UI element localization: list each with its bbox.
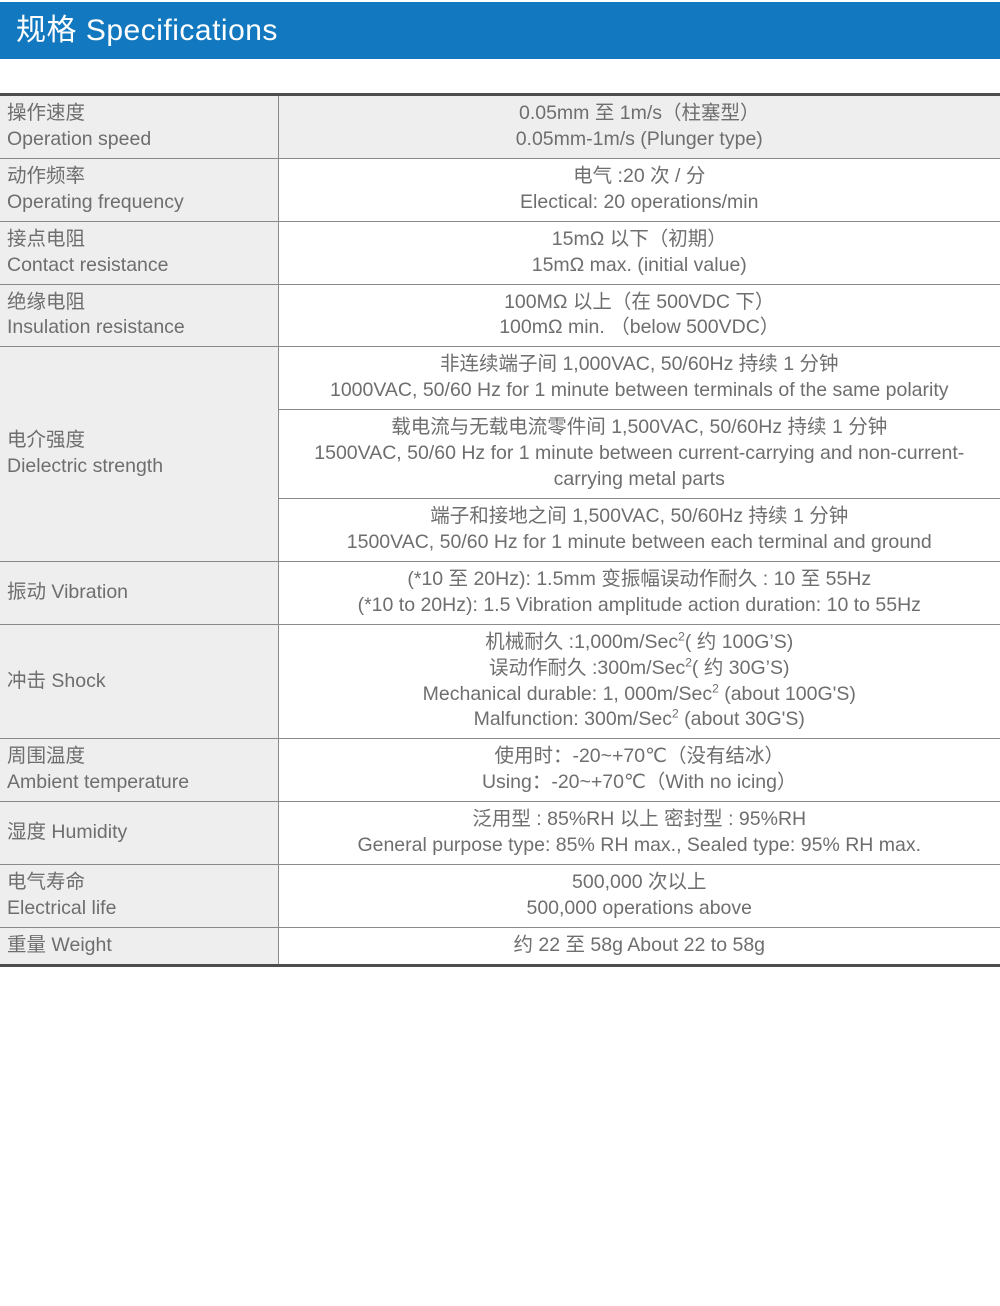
spec-label-cell: 湿度 Humidity	[0, 801, 279, 866]
value-line: 15mΩ 以下（初期）	[551, 227, 727, 250]
spec-label-cell: 重量 Weight	[0, 926, 279, 966]
table-row: 周围温度 Ambient temperature 使用时：-20~+70℃（没有结冰…	[0, 738, 1000, 803]
spec-value-cell: 15mΩ 以下（初期） 15mΩ max. (initial value)	[277, 220, 1000, 285]
value-line: 1500VAC, 50/60 Hz for 1 minute between c…	[314, 442, 965, 491]
spec-label-cn: 电气寿命	[7, 871, 86, 894]
value-line: (*10 to 20Hz): 1.5 Vibration amplitude a…	[357, 593, 921, 616]
spec-label-en: Contact resistance	[7, 253, 169, 276]
value-line: 误动作耐久 :300m/Sec2( 约 30G’S)	[489, 655, 790, 679]
table-row: 接点电阻 Contact resistance 15mΩ 以下（初期） 15mΩ ma…	[0, 220, 1000, 285]
spec-label-en: Insulation resistance	[7, 316, 185, 339]
value-line: 载电流与无载电流零件间 1,500VAC, 50/60Hz 持续 1 分钟	[391, 416, 888, 439]
table-row: 载电流与无载电流零件间 1,500VAC, 50/60Hz 持续 1 分钟 150…	[0, 409, 1000, 499]
spec-label-cn: 电介强度	[7, 429, 86, 452]
spec-label-en: Operation speed	[7, 127, 152, 150]
value-line: Mechanical durable: 1, 000m/Sec2 (about …	[422, 681, 856, 705]
spec-value-cell: 机械耐久 :1,000m/Sec2( 约 100G’S) 误动作耐久 :300m/…	[277, 623, 1000, 740]
value-line: 0.05mm 至 1m/s（柱塞型）	[518, 102, 760, 124]
spec-label-cn: 操作速度	[7, 102, 86, 124]
value-line: 机械耐久 :1,000m/Sec2( 约 100G’S)	[485, 629, 794, 653]
table-row: 电气寿命 Electrical life 500,000 次以上 500,000 op…	[0, 864, 1000, 928]
spec-label-cn: 绝缘电阻	[7, 290, 86, 313]
spec-label-en: 重量 Weight	[7, 933, 112, 956]
specifications-table: 操作速度 Operation speed 0.05mm 至 1m/s（柱塞型） 0.0…	[0, 93, 1000, 967]
specifications-header-bar: 规格 Specifications	[0, 2, 1000, 59]
value-line: Electical: 20 operations/min	[520, 190, 759, 213]
table-row: 电介强度 Dielectric strength 非连续端子间 1,000VAC, …	[0, 346, 1000, 562]
spec-value-cell: 100MΩ 以上（在 500VDC 下） 100mΩ min. （below 50…	[277, 283, 1000, 348]
spec-value-cell: 非连续端子间 1,000VAC, 50/60Hz 持续 1 分钟 1000VAC,…	[277, 346, 1000, 411]
value-line: 500,000 operations above	[526, 896, 753, 919]
value-line: 0.05mm-1m/s (Plunger type)	[515, 127, 763, 150]
spec-label-cell: 振动 Vibration	[0, 560, 279, 625]
spec-value-cell: 端子和接地之间 1,500VAC, 50/60Hz 持续 1 分钟 1500VAC…	[277, 497, 1000, 562]
spec-label-cn: 动作频率	[7, 164, 86, 187]
spec-label-cell: 操作速度 Operation speed	[0, 94, 279, 159]
table-row: 动作频率 Operating frequency 电气 :20 次 / 分 Elect…	[0, 157, 1000, 222]
value-line: Malfunction: 300m/Sec2 (about 30G'S)	[473, 706, 805, 731]
spec-label-cn: 周围温度	[7, 745, 86, 768]
spec-value-cell: 载电流与无载电流零件间 1,500VAC, 50/60Hz 持续 1 分钟 150…	[277, 409, 1000, 499]
value-line: 电气 :20 次 / 分	[573, 164, 706, 187]
spec-value-cell: 0.05mm 至 1m/s（柱塞型） 0.05mm-1m/s (Plunger t…	[277, 94, 1000, 159]
spec-label-en: Dielectric strength	[7, 455, 164, 478]
spec-label-en: Operating frequency	[7, 190, 184, 213]
spec-label-cell: 冲击 Shock	[0, 623, 279, 740]
table-row: 绝缘电阻 Insulation resistance 100MΩ 以上（在 500V…	[0, 283, 1000, 348]
table-row: 重量 Weight 约 22 至 58g About 22 to 58g	[0, 926, 1000, 966]
spec-value-cell: 500,000 次以上 500,000 operations above	[277, 864, 1000, 928]
table-row: 端子和接地之间 1,500VAC, 50/60Hz 持续 1 分钟 1500VAC…	[0, 497, 1000, 562]
page-title: 规格 Specifications	[16, 13, 278, 47]
value-line: 泛用型 : 85%RH 以上 密封型 : 95%RH	[472, 808, 807, 831]
value-line: 非连续端子间 1,000VAC, 50/60Hz 持续 1 分钟	[440, 353, 839, 376]
spec-label-cn: 接点电阻	[7, 227, 86, 250]
value-line: 1000VAC, 50/60 Hz for 1 minute between t…	[329, 379, 949, 402]
spec-value-cell: (*10 至 20Hz): 1.5mm 变振幅误动作耐久 : 10 至 55Hz…	[277, 560, 1000, 625]
spec-label-en: Electrical life	[7, 896, 117, 919]
value-line: 使用时：-20~+70℃（没有结冰）	[494, 745, 785, 768]
value-line: 100mΩ min. （below 500VDC）	[499, 316, 780, 339]
value-line: (*10 至 20Hz): 1.5mm 变振幅误动作耐久 : 10 至 55Hz	[407, 567, 872, 590]
table-row: 振动 Vibration (*10 至 20Hz): 1.5mm 变振幅误动作耐久…	[0, 560, 1000, 625]
spec-value-cell: 电气 :20 次 / 分 Electical: 20 operations/min	[277, 157, 1000, 222]
spec-label-en: 冲击 Shock	[7, 669, 106, 692]
value-line: 15mΩ max. (initial value)	[531, 253, 747, 276]
spec-label-en: Ambient temperature	[7, 771, 190, 794]
value-line: 端子和接地之间 1,500VAC, 50/60Hz 持续 1 分钟	[430, 504, 849, 527]
value-line: General purpose type: 85% RH max., Seale…	[357, 834, 922, 857]
table-row: 湿度 Humidity 泛用型 : 85%RH 以上 密封型 : 95%RH Gen…	[0, 801, 1000, 866]
value-line: 100MΩ 以上（在 500VDC 下）	[504, 290, 775, 313]
spec-value-cell: 约 22 至 58g About 22 to 58g	[277, 926, 1000, 966]
table-row: 操作速度 Operation speed 0.05mm 至 1m/s（柱塞型） 0.0…	[0, 94, 1000, 159]
table-row: 冲击 Shock 机械耐久 :1,000m/Sec2( 约 100G’S) 误动作耐…	[0, 623, 1000, 740]
value-line: 约 22 至 58g About 22 to 58g	[513, 933, 766, 956]
spec-label-cell: 电气寿命 Electrical life	[0, 864, 279, 928]
spec-label-cell: 电介强度 Dielectric strength	[0, 346, 279, 562]
spec-label-cell: 接点电阻 Contact resistance	[0, 220, 279, 285]
spec-label-cell: 动作频率 Operating frequency	[0, 157, 279, 222]
spec-value-cell: 泛用型 : 85%RH 以上 密封型 : 95%RH General purpos…	[277, 801, 1000, 866]
spec-value-cell: 使用时：-20~+70℃（没有结冰） Using：-20~+70℃（With no…	[277, 738, 1000, 803]
spec-label-cell: 周围温度 Ambient temperature	[0, 738, 279, 803]
spec-label-en: 湿度 Humidity	[7, 821, 128, 844]
value-line: 500,000 次以上	[572, 871, 707, 894]
specifications-table-body: 操作速度 Operation speed 0.05mm 至 1m/s（柱塞型） 0.0…	[0, 94, 1000, 966]
spec-label-cell: 绝缘电阻 Insulation resistance	[0, 283, 279, 348]
spec-label-en: 振动 Vibration	[7, 580, 129, 603]
value-line: Using：-20~+70℃（With no icing）	[481, 771, 797, 794]
value-line: 1500VAC, 50/60 Hz for 1 minute between e…	[346, 530, 932, 553]
